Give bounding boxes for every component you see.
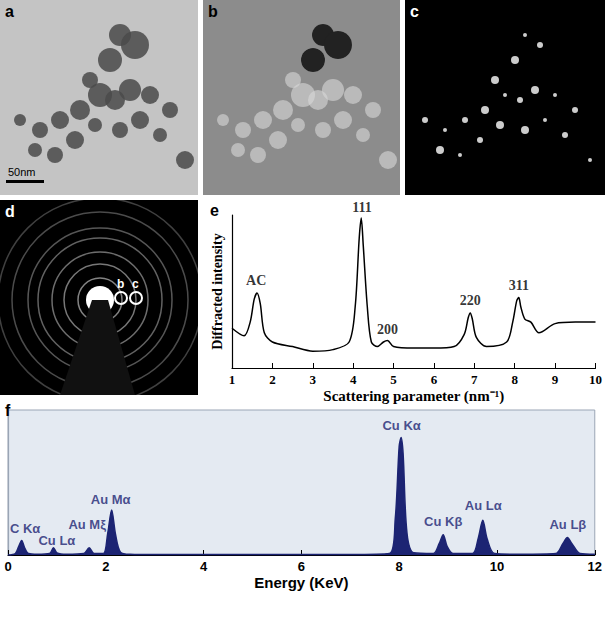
svg-text:Cu Kβ: Cu Kβ bbox=[424, 514, 462, 529]
svg-text:c: c bbox=[132, 277, 139, 291]
svg-text:Cu Lα: Cu Lα bbox=[38, 533, 75, 548]
svg-text:0: 0 bbox=[4, 559, 11, 574]
svg-text:4: 4 bbox=[350, 372, 357, 387]
svg-text:4: 4 bbox=[200, 559, 208, 574]
svg-text:3: 3 bbox=[310, 372, 317, 387]
svg-text:AC: AC bbox=[246, 273, 266, 288]
svg-text:Au Mα: Au Mα bbox=[91, 492, 131, 507]
svg-text:b: b bbox=[117, 277, 124, 291]
svg-text:7: 7 bbox=[471, 372, 478, 387]
svg-text:2: 2 bbox=[269, 372, 276, 387]
svg-text:9: 9 bbox=[552, 372, 559, 387]
svg-text:2: 2 bbox=[102, 559, 109, 574]
html-text:c: c bbox=[410, 3, 419, 20]
svg-text:1: 1 bbox=[229, 372, 236, 387]
svg-text:10: 10 bbox=[490, 559, 504, 574]
svg-text:200: 200 bbox=[377, 322, 398, 337]
svg-text:Scattering parameter (nm⁻¹): Scattering parameter (nm⁻¹) bbox=[323, 388, 504, 405]
svg-text:10: 10 bbox=[589, 372, 602, 387]
html-text:a: a bbox=[5, 3, 14, 20]
html-text:d: d bbox=[5, 203, 15, 220]
html-text:e: e bbox=[210, 202, 219, 219]
svg-text:Au Lα: Au Lα bbox=[465, 498, 502, 513]
svg-text:220: 220 bbox=[460, 293, 481, 308]
svg-text:12: 12 bbox=[588, 559, 602, 574]
svg-text:Energy (KeV): Energy (KeV) bbox=[254, 574, 348, 591]
svg-text:8: 8 bbox=[511, 372, 518, 387]
svg-text:8: 8 bbox=[396, 559, 403, 574]
svg-text:50nm: 50nm bbox=[8, 166, 36, 178]
svg-text:5: 5 bbox=[390, 372, 397, 387]
svg-text:311: 311 bbox=[509, 278, 529, 293]
svg-text:6: 6 bbox=[298, 559, 305, 574]
html-text:b: b bbox=[208, 3, 218, 20]
svg-text:Au Mξ: Au Mξ bbox=[68, 517, 106, 532]
svg-text:111: 111 bbox=[352, 200, 371, 215]
svg-text:Cu Kα: Cu Kα bbox=[382, 418, 420, 433]
svg-text:6: 6 bbox=[431, 372, 438, 387]
svg-text:Diffracted intensity: Diffracted intensity bbox=[210, 233, 225, 349]
html-text:f: f bbox=[5, 402, 11, 419]
svg-text:Au Lβ: Au Lβ bbox=[549, 517, 586, 532]
svg-text:C Kα: C Kα bbox=[10, 521, 40, 536]
